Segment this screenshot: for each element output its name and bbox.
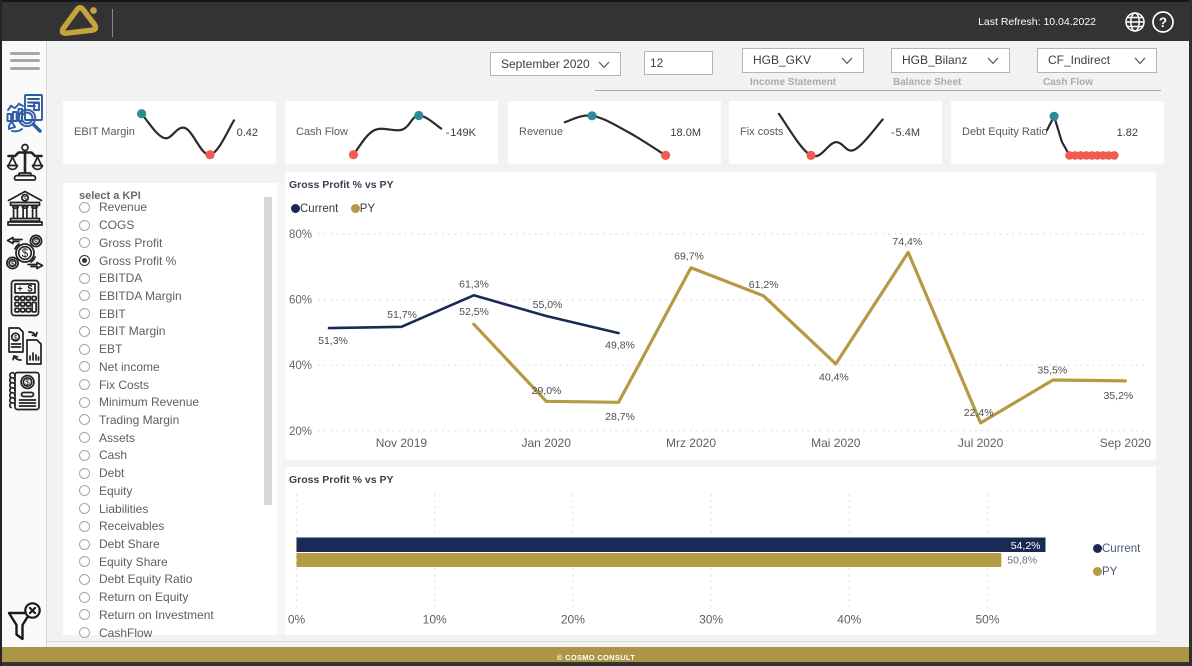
svg-text:40,4%: 40,4% (819, 371, 849, 383)
svg-text:$: $ (10, 259, 15, 268)
svg-text:$: $ (25, 378, 30, 387)
svg-text:52,5%: 52,5% (459, 306, 489, 318)
svg-text:40%: 40% (837, 613, 861, 627)
svg-text:Mrz 2020: Mrz 2020 (666, 436, 716, 450)
svg-text:$: $ (34, 237, 39, 246)
svg-text:Jan 2020: Jan 2020 (522, 436, 572, 450)
svg-text:55,0%: 55,0% (533, 299, 563, 311)
svg-text:30%: 30% (699, 613, 723, 627)
svg-text:60%: 60% (289, 295, 312, 307)
svg-text:74,4%: 74,4% (892, 236, 922, 248)
svg-text:35,2%: 35,2% (1104, 390, 1134, 402)
svg-text:61,3%: 61,3% (459, 279, 489, 291)
svg-text:+: + (17, 283, 22, 293)
svg-text:29,0%: 29,0% (532, 385, 562, 397)
svg-text:0%: 0% (288, 613, 306, 627)
svg-text:20%: 20% (561, 613, 585, 627)
svg-text:49,8%: 49,8% (605, 339, 635, 351)
svg-text:Sep 2020: Sep 2020 (1100, 436, 1152, 450)
svg-text:10%: 10% (423, 613, 447, 627)
svg-text:Mai 2020: Mai 2020 (811, 436, 861, 450)
svg-text:51,3%: 51,3% (318, 335, 348, 347)
svg-text:22,4%: 22,4% (964, 407, 994, 419)
svg-text:80%: 80% (289, 229, 312, 241)
svg-text:61,2%: 61,2% (749, 279, 779, 291)
svg-text:40%: 40% (289, 360, 312, 372)
svg-text:$: $ (14, 335, 18, 342)
svg-text:$: $ (22, 248, 29, 260)
svg-text:20%: 20% (289, 426, 312, 438)
svg-text:$: $ (27, 283, 32, 293)
svg-text:?: ? (1159, 15, 1167, 30)
svg-text:50%: 50% (975, 613, 999, 627)
svg-text:Jul 2020: Jul 2020 (958, 436, 1004, 450)
svg-text:69,7%: 69,7% (674, 251, 704, 263)
svg-text:54,2%: 54,2% (1011, 540, 1041, 552)
svg-text:35,5%: 35,5% (1037, 365, 1067, 377)
svg-text:50,8%: 50,8% (1007, 555, 1037, 567)
svg-text:28,7%: 28,7% (605, 411, 635, 423)
svg-text:$: $ (23, 195, 27, 202)
svg-text:51,7%: 51,7% (387, 309, 417, 321)
svg-text:Nov 2019: Nov 2019 (376, 436, 428, 450)
